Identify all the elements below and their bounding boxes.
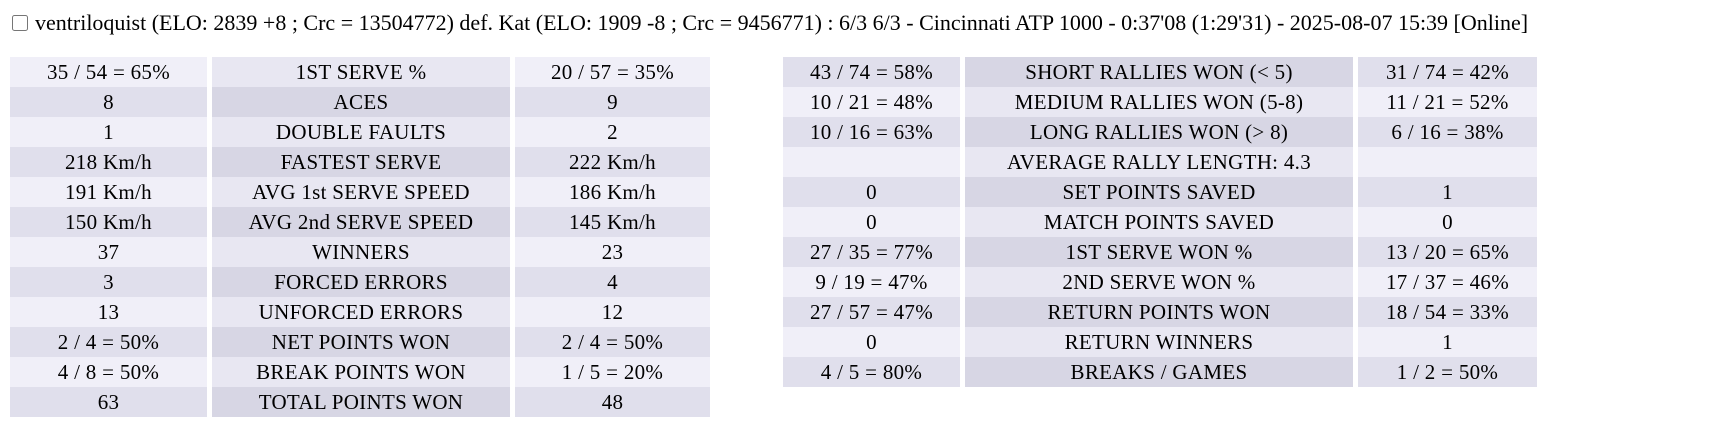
stat-value-p1: 4 / 5 = 80% (783, 357, 960, 387)
stat-value-p2: 18 / 54 = 33% (1358, 297, 1537, 327)
stat-value-p2: 186 Km/h (515, 177, 710, 207)
stat-value-p2: 1 / 5 = 20% (515, 357, 710, 387)
stat-value-p2: 6 / 16 = 38% (1358, 117, 1537, 147)
table-row: 1 DOUBLE FAULTS 2 (10, 117, 710, 147)
stat-value-p2: 2 (515, 117, 710, 147)
stat-label: ACES (212, 87, 510, 117)
stat-label: AVG 2nd SERVE SPEED (212, 207, 510, 237)
stat-label: LONG RALLIES WON (> 8) (965, 117, 1353, 147)
match-result-title: ventriloquist (ELO: 2839 +8 ; Crc = 1350… (35, 10, 1529, 35)
stat-value-p2: 1 / 2 = 50% (1358, 357, 1537, 387)
stat-label: FASTEST SERVE (212, 147, 510, 177)
table-row: 27 / 57 = 47% RETURN POINTS WON 18 / 54 … (783, 297, 1537, 327)
stat-value-p2: 222 Km/h (515, 147, 710, 177)
stat-value-p1: 10 / 21 = 48% (783, 87, 960, 117)
stat-value-p2: 0 (1358, 207, 1537, 237)
stat-label: BREAK POINTS WON (212, 357, 510, 387)
stat-value-p1: 27 / 35 = 77% (783, 237, 960, 267)
stat-value-p1: 3 (10, 267, 207, 297)
stat-label: MATCH POINTS SAVED (965, 207, 1353, 237)
table-row: AVERAGE RALLY LENGTH: 4.3 (783, 147, 1537, 177)
stat-label: FORCED ERRORS (212, 267, 510, 297)
stat-label: SET POINTS SAVED (965, 177, 1353, 207)
stat-value-p1: 43 / 74 = 58% (783, 57, 960, 87)
table-row: 0 SET POINTS SAVED 1 (783, 177, 1537, 207)
table-row: 43 / 74 = 58% SHORT RALLIES WON (< 5) 31… (783, 57, 1537, 87)
stat-value-p2: 1 (1358, 177, 1537, 207)
stat-value-p1: 191 Km/h (10, 177, 207, 207)
table-row: 3 FORCED ERRORS 4 (10, 267, 710, 297)
table-row: 63 TOTAL POINTS WON 48 (10, 387, 710, 417)
match-result-header: ventriloquist (ELO: 2839 +8 ; Crc = 1350… (12, 10, 1528, 36)
stat-label: 1ST SERVE % (212, 57, 510, 87)
stat-value-p1: 1 (10, 117, 207, 147)
table-row: 4 / 8 = 50% BREAK POINTS WON 1 / 5 = 20% (10, 357, 710, 387)
stat-value-p1: 37 (10, 237, 207, 267)
stat-value-p1 (783, 147, 960, 177)
stat-label: SHORT RALLIES WON (< 5) (965, 57, 1353, 87)
table-row: 150 Km/h AVG 2nd SERVE SPEED 145 Km/h (10, 207, 710, 237)
table-row: 37 WINNERS 23 (10, 237, 710, 267)
stat-value-p1: 0 (783, 327, 960, 357)
stat-value-p1: 218 Km/h (10, 147, 207, 177)
stat-label: NET POINTS WON (212, 327, 510, 357)
stat-value-p1: 9 / 19 = 47% (783, 267, 960, 297)
stat-value-p1: 4 / 8 = 50% (10, 357, 207, 387)
table-row: 10 / 21 = 48% MEDIUM RALLIES WON (5-8) 1… (783, 87, 1537, 117)
stat-label: WINNERS (212, 237, 510, 267)
stat-value-p1: 2 / 4 = 50% (10, 327, 207, 357)
stat-value-p2: 145 Km/h (515, 207, 710, 237)
table-row: 35 / 54 = 65% 1ST SERVE % 20 / 57 = 35% (10, 57, 710, 87)
match-select-checkbox[interactable] (12, 15, 28, 31)
stat-value-p1: 0 (783, 207, 960, 237)
table-row: 13 UNFORCED ERRORS 12 (10, 297, 710, 327)
table-row: 218 Km/h FASTEST SERVE 222 Km/h (10, 147, 710, 177)
table-row: 10 / 16 = 63% LONG RALLIES WON (> 8) 6 /… (783, 117, 1537, 147)
stat-value-p1: 35 / 54 = 65% (10, 57, 207, 87)
stat-value-p1: 150 Km/h (10, 207, 207, 237)
stat-value-p1: 0 (783, 177, 960, 207)
table-row: 8 ACES 9 (10, 87, 710, 117)
stat-label: 1ST SERVE WON % (965, 237, 1353, 267)
stat-value-p2: 2 / 4 = 50% (515, 327, 710, 357)
table-row: 4 / 5 = 80% BREAKS / GAMES 1 / 2 = 50% (783, 357, 1537, 387)
table-row: 2 / 4 = 50% NET POINTS WON 2 / 4 = 50% (10, 327, 710, 357)
stat-value-p2: 31 / 74 = 42% (1358, 57, 1537, 87)
stat-label: RETURN WINNERS (965, 327, 1353, 357)
stat-value-p1: 13 (10, 297, 207, 327)
table-row: 0 RETURN WINNERS 1 (783, 327, 1537, 357)
stat-value-p1: 8 (10, 87, 207, 117)
stat-label: UNFORCED ERRORS (212, 297, 510, 327)
serve-stats-table: 35 / 54 = 65% 1ST SERVE % 20 / 57 = 35% … (5, 57, 715, 417)
stat-label: MEDIUM RALLIES WON (5-8) (965, 87, 1353, 117)
stat-label: TOTAL POINTS WON (212, 387, 510, 417)
stat-value-p2: 1 (1358, 327, 1537, 357)
stat-value-p2: 11 / 21 = 52% (1358, 87, 1537, 117)
table-row: 0 MATCH POINTS SAVED 0 (783, 207, 1537, 237)
rally-stats-table: 43 / 74 = 58% SHORT RALLIES WON (< 5) 31… (778, 57, 1542, 387)
stat-label: AVG 1st SERVE SPEED (212, 177, 510, 207)
stat-value-p2: 13 / 20 = 65% (1358, 237, 1537, 267)
stat-value-p2 (1358, 147, 1537, 177)
stat-value-p1: 27 / 57 = 47% (783, 297, 960, 327)
stat-value-p1: 63 (10, 387, 207, 417)
stat-label: AVERAGE RALLY LENGTH: 4.3 (965, 147, 1353, 177)
stat-value-p2: 23 (515, 237, 710, 267)
stat-label: DOUBLE FAULTS (212, 117, 510, 147)
stat-label: BREAKS / GAMES (965, 357, 1353, 387)
stat-value-p2: 12 (515, 297, 710, 327)
table-row: 27 / 35 = 77% 1ST SERVE WON % 13 / 20 = … (783, 237, 1537, 267)
stat-label: 2ND SERVE WON % (965, 267, 1353, 297)
stat-value-p1: 10 / 16 = 63% (783, 117, 960, 147)
stat-value-p2: 17 / 37 = 46% (1358, 267, 1537, 297)
table-row: 9 / 19 = 47% 2ND SERVE WON % 17 / 37 = 4… (783, 267, 1537, 297)
stat-label: RETURN POINTS WON (965, 297, 1353, 327)
table-row: 191 Km/h AVG 1st SERVE SPEED 186 Km/h (10, 177, 710, 207)
stat-value-p2: 48 (515, 387, 710, 417)
stat-value-p2: 20 / 57 = 35% (515, 57, 710, 87)
stat-value-p2: 9 (515, 87, 710, 117)
stat-value-p2: 4 (515, 267, 710, 297)
